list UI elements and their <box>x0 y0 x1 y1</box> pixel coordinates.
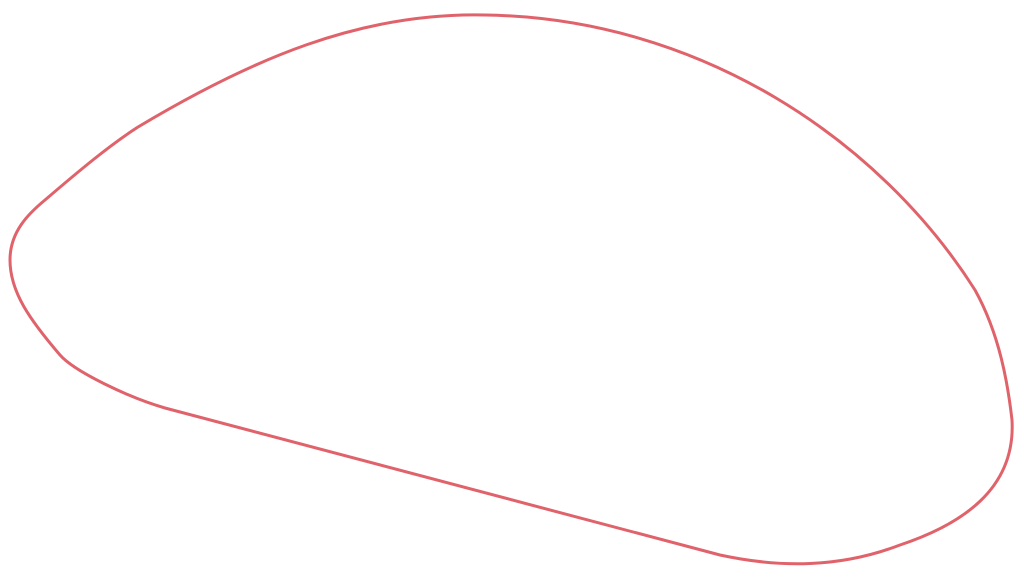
closed-outline <box>8 13 1014 566</box>
